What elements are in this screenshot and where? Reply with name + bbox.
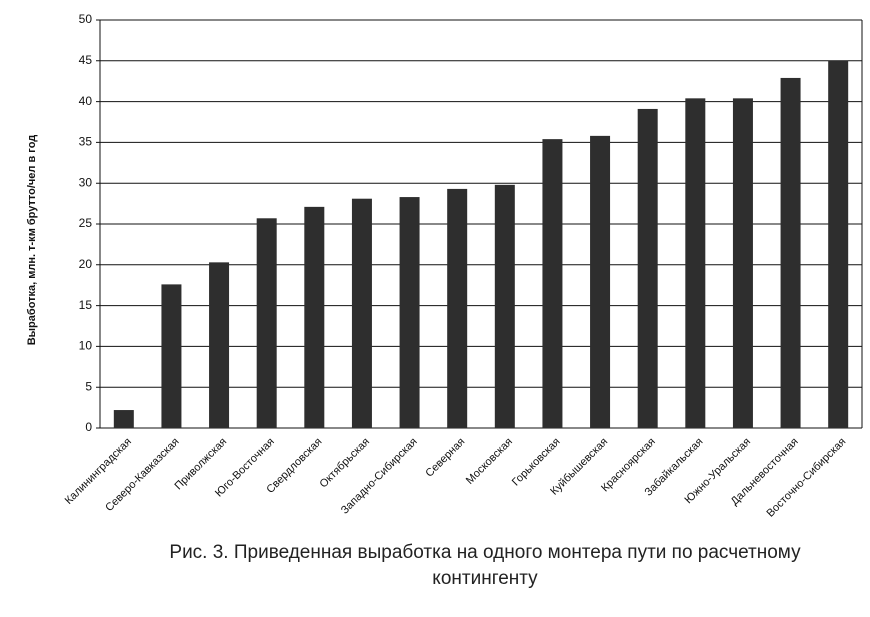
y-tick-label: 40 bbox=[79, 94, 93, 108]
x-tick-label: Московская bbox=[464, 436, 515, 487]
bar bbox=[685, 98, 706, 428]
x-tick-label: Восточно-Сибирская bbox=[764, 436, 848, 520]
y-tick-label: 25 bbox=[79, 216, 93, 230]
x-tick-label: Горьковская bbox=[510, 436, 563, 489]
y-tick-label: 0 bbox=[85, 420, 92, 434]
bar bbox=[732, 98, 753, 428]
y-tick-label: 5 bbox=[85, 379, 92, 393]
y-tick-label: 15 bbox=[79, 298, 93, 312]
bar bbox=[494, 184, 515, 428]
y-tick-label: 10 bbox=[79, 339, 93, 353]
bar bbox=[590, 135, 611, 428]
y-tick-label: 20 bbox=[79, 257, 93, 271]
bar bbox=[351, 198, 372, 428]
bar bbox=[161, 284, 182, 428]
y-tick-label: 45 bbox=[79, 53, 93, 67]
y-tick-label: 30 bbox=[79, 175, 93, 189]
y-tick-label: 35 bbox=[79, 135, 93, 149]
chart: Выработка, млн. т-км брутто/чел в год 0 5… bbox=[26, 12, 863, 520]
x-tick-label: Северная bbox=[423, 436, 467, 480]
y-tick-label: 50 bbox=[79, 12, 93, 26]
bar bbox=[780, 77, 801, 428]
bar bbox=[447, 188, 468, 428]
bar bbox=[542, 139, 563, 429]
bar bbox=[399, 197, 420, 428]
bar bbox=[637, 108, 658, 428]
caption: Рис. 3. Приведенная выработка на одного … bbox=[169, 542, 801, 589]
bar bbox=[256, 218, 277, 428]
bar bbox=[828, 60, 849, 429]
bar bbox=[209, 262, 230, 428]
bar bbox=[304, 206, 325, 428]
bar bbox=[113, 410, 134, 428]
y-axis-label: Выработка, млн. т-км брутто/чел в год bbox=[26, 135, 38, 346]
